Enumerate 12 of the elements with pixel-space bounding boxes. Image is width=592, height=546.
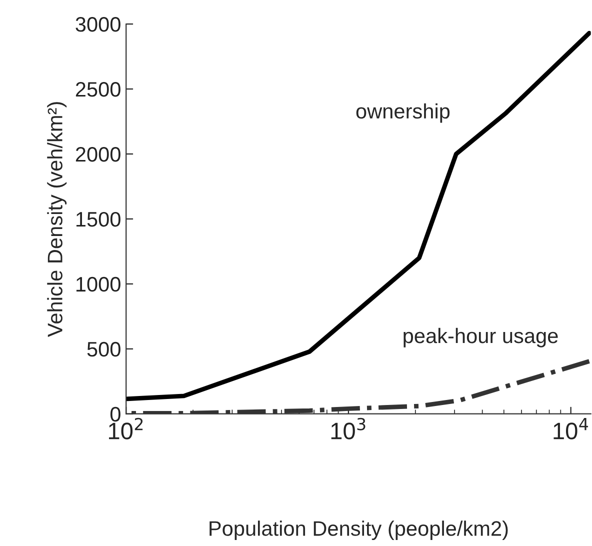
y-axis-title: Vehicle Density (veh/km²) xyxy=(47,102,67,337)
series-label: peak-hour usage xyxy=(404,328,558,348)
y-tick-label: 2000 xyxy=(76,146,120,162)
x-axis-title: Population Density (people/km2) xyxy=(210,520,508,540)
y-tick-label: 500 xyxy=(87,342,120,357)
x-tick-label: 10$^{3}$ xyxy=(331,418,366,440)
y-tick-label: 3000 xyxy=(76,17,120,32)
y-tick-label: 1500 xyxy=(76,212,120,227)
x-tick-label: 10$^{4}$ xyxy=(554,418,588,440)
y-tick-label: 2500 xyxy=(76,82,120,97)
y-tick-label: 1000 xyxy=(76,276,120,292)
series-label: ownership xyxy=(356,103,450,123)
